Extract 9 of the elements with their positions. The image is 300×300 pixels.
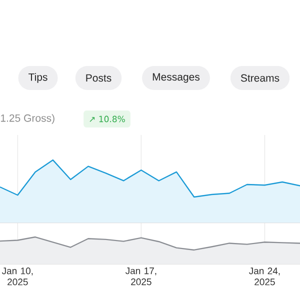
text: Streams <box>240 74 280 82</box>
x-tick-label: Jan 24, 2025 <box>249 268 280 286</box>
text: ↗ 10.8% <box>90 116 125 122</box>
text: Posts <box>86 74 112 82</box>
text: Messages <box>152 73 200 83</box>
x-tick-label: Jan 10, 2025 <box>2 268 33 286</box>
x-tick-label: Jan 17, 2025 <box>125 268 156 286</box>
text: Tips <box>28 73 48 83</box>
text: 1.25 Gross) <box>1 114 54 124</box>
